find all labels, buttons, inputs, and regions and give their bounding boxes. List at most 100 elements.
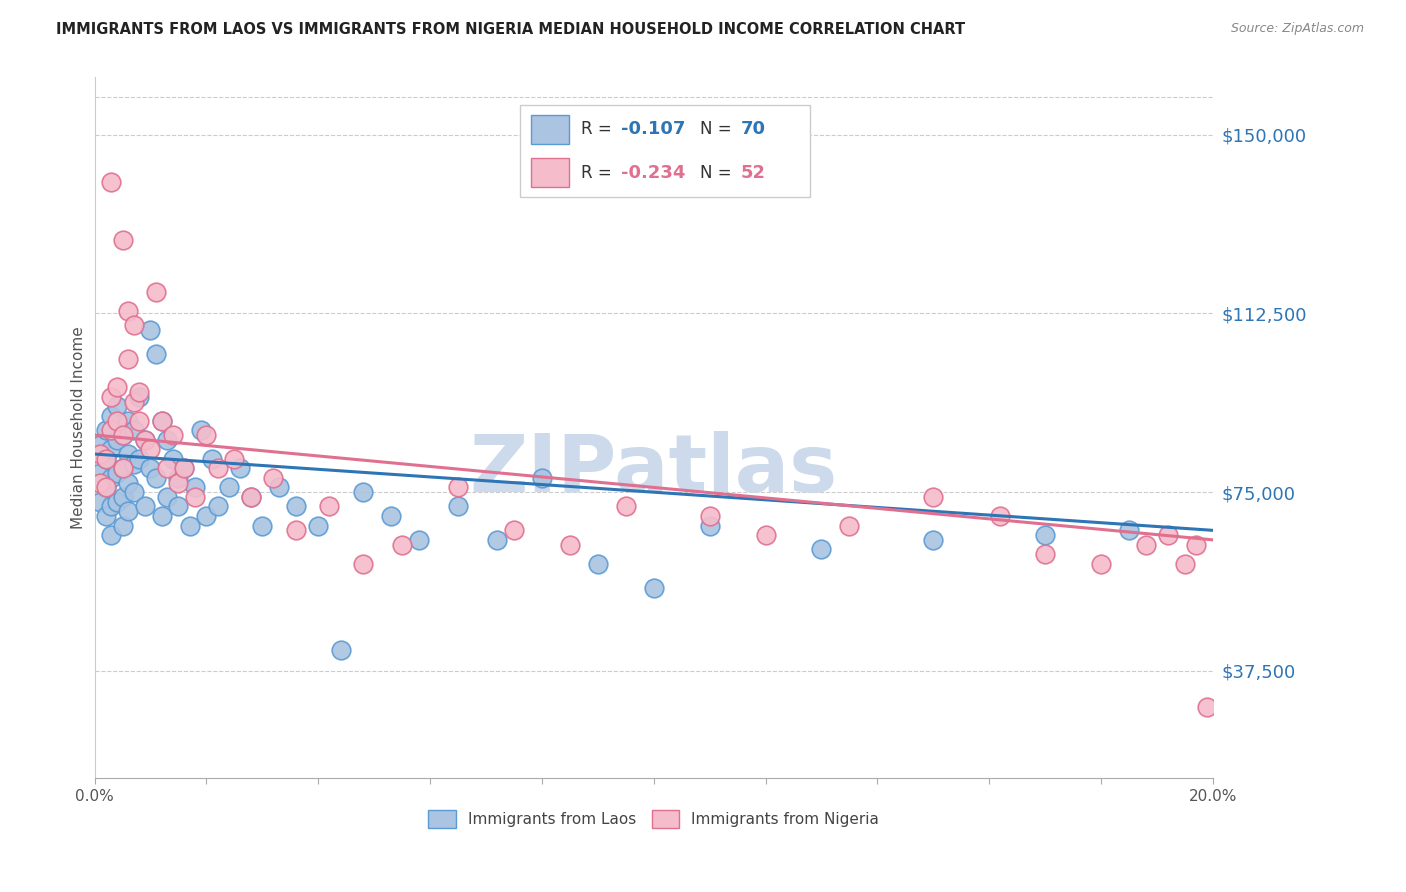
Point (284, 524, 307, 538)
Point (122, 318, 145, 333)
Point (89, 466, 111, 480)
Point (1118, 524, 1140, 538)
Point (156, 490, 179, 504)
Point (145, 285, 167, 299)
Point (391, 538, 413, 552)
Point (252, 518, 274, 533)
Point (111, 428, 134, 442)
Text: Source: ZipAtlas.com: Source: ZipAtlas.com (1230, 22, 1364, 36)
Point (156, 461, 179, 475)
Point (89, 475, 111, 490)
Point (754, 528, 776, 542)
Point (380, 509, 402, 524)
Point (486, 533, 509, 547)
Point (139, 461, 162, 475)
Point (614, 500, 637, 514)
Point (105, 414, 128, 428)
Point (224, 451, 246, 466)
Point (352, 485, 374, 500)
Point (100, 500, 122, 514)
Point (447, 480, 470, 494)
Point (111, 461, 134, 475)
Point (447, 500, 470, 514)
Point (229, 461, 252, 475)
Point (117, 414, 139, 428)
Point (1197, 699, 1219, 714)
Point (240, 490, 263, 504)
Point (94, 451, 117, 466)
Point (128, 385, 150, 400)
Point (128, 390, 150, 404)
Point (111, 490, 134, 504)
Point (94, 451, 117, 466)
Point (94, 480, 117, 494)
Point (150, 414, 173, 428)
Point (134, 433, 156, 447)
Point (173, 461, 195, 475)
Point (100, 423, 122, 437)
Point (1033, 547, 1056, 561)
Point (240, 490, 263, 504)
Point (94, 480, 117, 494)
Point (117, 475, 139, 490)
Point (117, 351, 139, 366)
Point (150, 509, 173, 524)
Point (167, 475, 190, 490)
Point (128, 414, 150, 428)
Point (267, 480, 290, 494)
Point (156, 433, 179, 447)
Point (100, 442, 122, 457)
Point (922, 533, 945, 547)
Point (207, 461, 229, 475)
Point (145, 347, 167, 361)
Point (352, 557, 374, 571)
Point (89, 447, 111, 461)
Point (1135, 538, 1157, 552)
Point (89, 494, 111, 508)
Point (117, 447, 139, 461)
Point (503, 524, 526, 538)
Point (100, 175, 122, 189)
Point (810, 542, 832, 557)
Point (699, 509, 721, 524)
Point (105, 400, 128, 414)
Point (284, 500, 307, 514)
Point (134, 433, 156, 447)
Point (105, 466, 128, 480)
Point (167, 500, 190, 514)
Point (195, 509, 218, 524)
Point (111, 233, 134, 247)
Point (94, 423, 117, 437)
Point (117, 304, 139, 318)
Point (111, 518, 134, 533)
Point (838, 518, 860, 533)
Text: IMMIGRANTS FROM LAOS VS IMMIGRANTS FROM NIGERIA MEDIAN HOUSEHOLD INCOME CORRELAT: IMMIGRANTS FROM LAOS VS IMMIGRANTS FROM … (56, 22, 966, 37)
Point (190, 423, 212, 437)
Point (162, 428, 184, 442)
Point (122, 423, 145, 437)
Point (105, 380, 128, 394)
Point (408, 533, 430, 547)
Point (201, 451, 224, 466)
Point (111, 461, 134, 475)
Y-axis label: Median Household Income: Median Household Income (72, 326, 86, 529)
Point (139, 442, 162, 457)
Point (145, 471, 167, 485)
Point (162, 451, 184, 466)
Point (263, 471, 285, 485)
Point (307, 518, 329, 533)
Point (100, 528, 122, 542)
Point (1033, 528, 1056, 542)
Point (195, 428, 218, 442)
Point (699, 518, 721, 533)
Point (122, 457, 145, 471)
Point (329, 642, 352, 657)
Point (105, 494, 128, 508)
Point (117, 504, 139, 518)
Point (122, 394, 145, 409)
Point (318, 500, 340, 514)
Point (100, 471, 122, 485)
Point (111, 428, 134, 442)
Point (643, 581, 665, 595)
Point (139, 323, 162, 337)
